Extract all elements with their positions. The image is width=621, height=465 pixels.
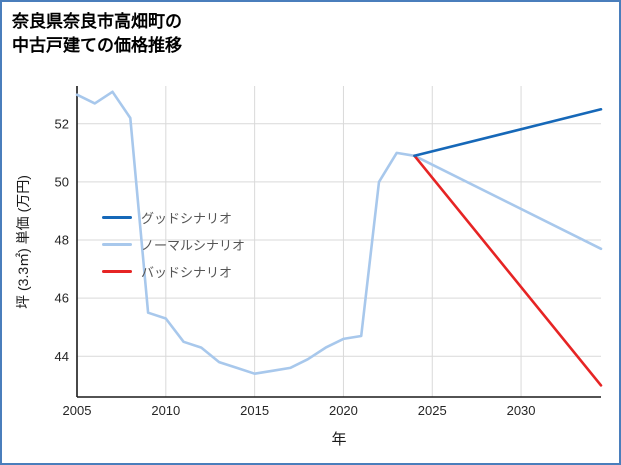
legend-line-swatch bbox=[102, 216, 132, 219]
series-line-bad bbox=[413, 154, 603, 387]
series-line-history bbox=[75, 90, 416, 376]
legend-label: ノーマルシナリオ bbox=[141, 238, 246, 253]
y-axis-label: 坪 (3.3㎡) 単価 (万円) bbox=[15, 175, 31, 309]
legend-item-good: グッドシナリオ bbox=[102, 204, 245, 231]
chart-legend: グッドシナリオ ノーマルシナリオ バッドシナリオ bbox=[102, 204, 245, 285]
x-axis-label: 年 bbox=[331, 431, 347, 448]
chart-title-line2: 中古戸建ての価格推移 bbox=[12, 35, 182, 55]
x-tick-label: 2010 bbox=[151, 403, 180, 418]
legend-label: グッドシナリオ bbox=[141, 211, 233, 226]
y-tick-label: 46 bbox=[55, 291, 69, 306]
x-tick-label: 2015 bbox=[240, 403, 269, 418]
y-tick-label: 44 bbox=[55, 349, 69, 364]
legend-item-normal: ノーマルシナリオ bbox=[102, 231, 245, 258]
x-tick-label: 2025 bbox=[418, 403, 447, 418]
legend-label: バッドシナリオ bbox=[141, 265, 233, 280]
legend-item-bad: バッドシナリオ bbox=[102, 258, 245, 285]
x-tick-label: 2005 bbox=[63, 403, 92, 418]
series-line-normal bbox=[413, 154, 603, 251]
y-tick-label: 48 bbox=[55, 233, 69, 248]
y-tick-label: 52 bbox=[55, 116, 69, 131]
legend-line-swatch bbox=[102, 243, 132, 246]
chart-title: 奈良県奈良市高畑町の 中古戸建ての価格推移 bbox=[12, 10, 182, 58]
legend-line-swatch bbox=[102, 270, 132, 273]
x-tick-label: 2020 bbox=[329, 403, 358, 418]
x-tick-label: 2030 bbox=[507, 403, 536, 418]
y-tick-label: 50 bbox=[55, 174, 69, 189]
series-line-good bbox=[413, 108, 603, 158]
chart-title-line1: 奈良県奈良市高畑町の bbox=[12, 12, 182, 31]
